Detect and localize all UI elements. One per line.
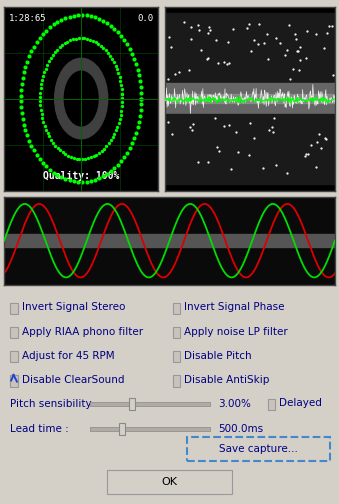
Bar bbox=[165, 83, 335, 114]
Text: Save capture...: Save capture... bbox=[219, 444, 298, 454]
Text: Delayed: Delayed bbox=[279, 398, 322, 408]
Text: 500.0ms: 500.0ms bbox=[219, 424, 264, 434]
Bar bbox=[90, 427, 210, 431]
Bar bbox=[129, 398, 135, 410]
Bar bbox=[173, 303, 180, 314]
Text: Apply RIAA phono filter: Apply RIAA phono filter bbox=[22, 327, 143, 337]
Text: Disable AntiSkip: Disable AntiSkip bbox=[184, 375, 270, 385]
Bar bbox=[165, 13, 335, 83]
FancyBboxPatch shape bbox=[187, 437, 330, 461]
Text: Adjust for 45 RPM: Adjust for 45 RPM bbox=[22, 351, 114, 361]
Bar bbox=[268, 399, 275, 410]
Text: Invert Signal Stereo: Invert Signal Stereo bbox=[22, 302, 125, 312]
Bar bbox=[165, 114, 335, 184]
Bar bbox=[173, 327, 180, 338]
Bar bbox=[173, 375, 180, 387]
Bar bbox=[173, 351, 180, 362]
Text: 0.0: 0.0 bbox=[138, 14, 154, 23]
Text: Apply noise LP filter: Apply noise LP filter bbox=[184, 327, 288, 337]
Bar bbox=[119, 423, 125, 435]
Text: Lead time :: Lead time : bbox=[10, 424, 69, 434]
Text: Invert Signal Phase: Invert Signal Phase bbox=[184, 302, 285, 312]
Text: Disable ClearSound: Disable ClearSound bbox=[22, 375, 124, 385]
Bar bbox=[10, 327, 18, 338]
Text: 1:28:65: 1:28:65 bbox=[9, 14, 46, 23]
Bar bbox=[10, 375, 18, 387]
Ellipse shape bbox=[55, 58, 108, 139]
Ellipse shape bbox=[64, 71, 98, 126]
Text: Pitch sensibility: Pitch sensibility bbox=[10, 399, 92, 409]
FancyBboxPatch shape bbox=[107, 470, 232, 494]
Bar bbox=[90, 402, 210, 406]
Text: 3.00%: 3.00% bbox=[219, 399, 252, 409]
Text: Disable Pitch: Disable Pitch bbox=[184, 351, 252, 361]
Bar bbox=[4, 234, 335, 247]
Text: OK: OK bbox=[161, 477, 178, 487]
Bar bbox=[165, 94, 335, 103]
Text: Quality: 100%: Quality: 100% bbox=[43, 171, 119, 181]
Bar bbox=[10, 351, 18, 362]
Bar bbox=[10, 303, 18, 314]
